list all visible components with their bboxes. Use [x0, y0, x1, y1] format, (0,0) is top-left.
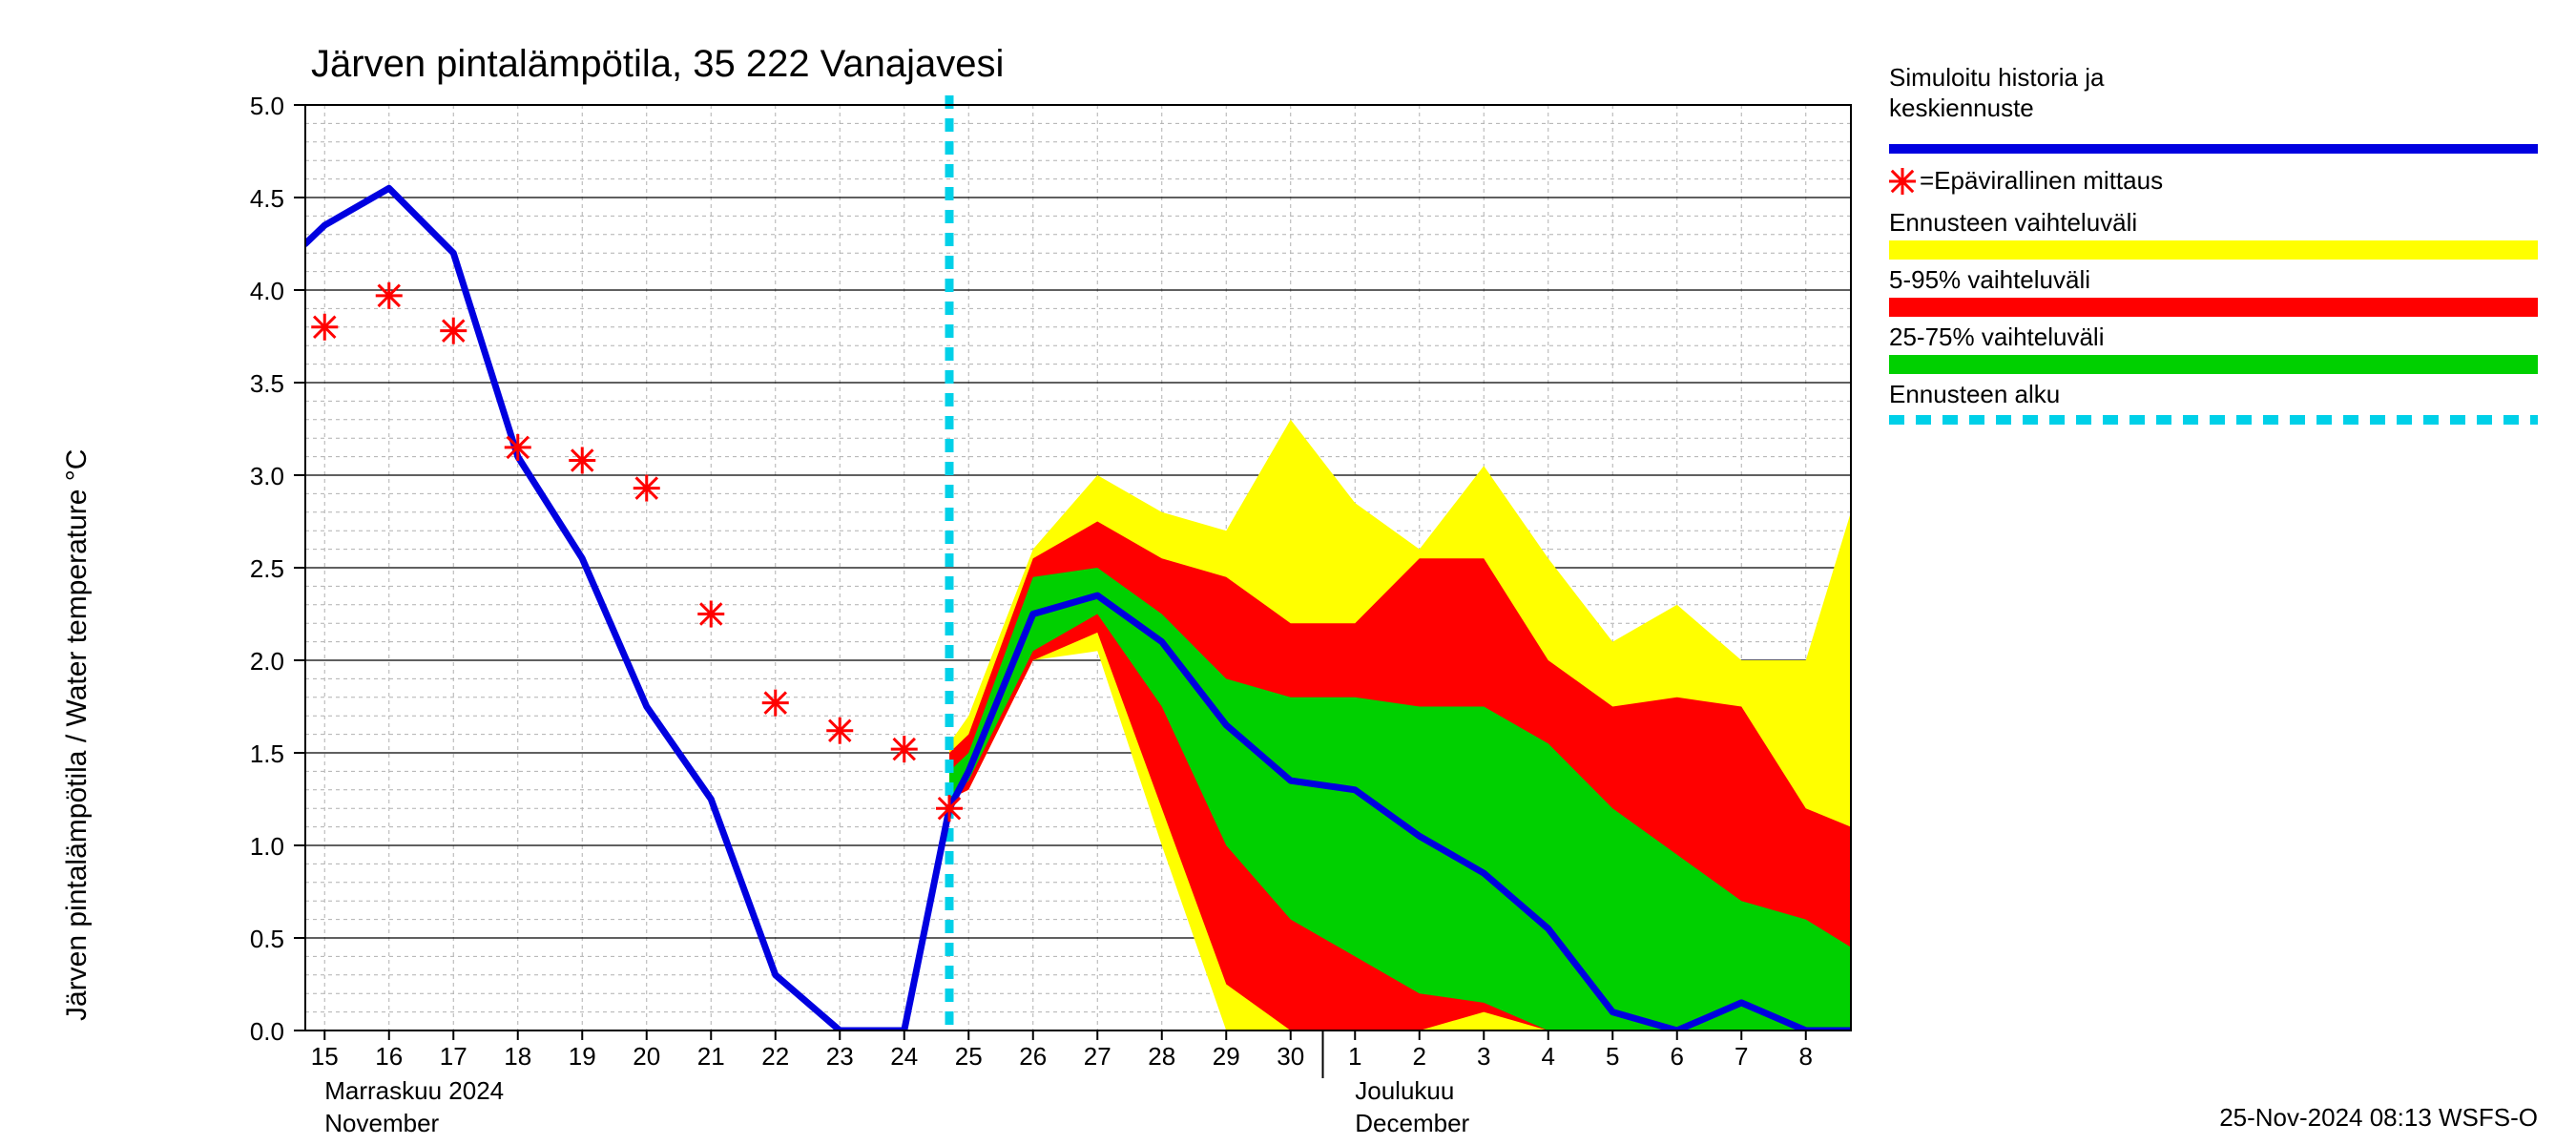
ytick-label: 1.0 [250, 832, 284, 861]
xtick-label: 30 [1277, 1042, 1304, 1071]
legend-swatch [1889, 355, 2538, 374]
xtick-label: 28 [1148, 1042, 1175, 1071]
xtick-label: 15 [311, 1042, 339, 1071]
legend-label: keskiennuste [1889, 94, 2034, 122]
xtick-label: 23 [826, 1042, 854, 1071]
xtick-label: 1 [1348, 1042, 1361, 1071]
xtick-label: 25 [955, 1042, 983, 1071]
ytick-label: 0.0 [250, 1017, 284, 1046]
month-label: Marraskuu 2024 [324, 1076, 504, 1105]
ytick-label: 0.5 [250, 925, 284, 953]
xtick-label: 2 [1413, 1042, 1426, 1071]
xtick-label: 24 [890, 1042, 918, 1071]
xtick-label: 26 [1019, 1042, 1047, 1071]
xtick-label: 7 [1735, 1042, 1748, 1071]
ytick-label: 4.0 [250, 277, 284, 305]
xtick-label: 16 [375, 1042, 403, 1071]
legend-label: =Epävirallinen mittaus [1920, 166, 2163, 195]
xtick-label: 20 [633, 1042, 660, 1071]
chart-title: Järven pintalämpötila, 35 222 Vanajavesi [311, 43, 1004, 85]
ytick-label: 3.0 [250, 462, 284, 490]
ytick-label: 5.0 [250, 92, 284, 120]
xtick-label: 4 [1542, 1042, 1555, 1071]
month-label: Joulukuu [1355, 1076, 1454, 1105]
xtick-label: 29 [1213, 1042, 1240, 1071]
month-label: November [324, 1109, 439, 1137]
legend-label: 25-75% vaihteluväli [1889, 323, 2104, 351]
xtick-label: 6 [1671, 1042, 1684, 1071]
xtick-label: 27 [1084, 1042, 1111, 1071]
timestamp: 25-Nov-2024 08:13 WSFS-O [2219, 1103, 2538, 1132]
legend-label: Simuloitu historia ja [1889, 63, 2105, 92]
ytick-label: 4.5 [250, 184, 284, 213]
y-axis-label: Järven pintalämpötila / Water temperatur… [61, 449, 93, 1021]
xtick-label: 21 [697, 1042, 725, 1071]
ytick-label: 1.5 [250, 739, 284, 768]
chart-root: 0.00.51.01.52.02.53.03.54.04.55.01516171… [0, 0, 2576, 1145]
legend-label: Ennusteen alku [1889, 380, 2060, 408]
xtick-label: 8 [1799, 1042, 1813, 1071]
ytick-label: 2.5 [250, 554, 284, 583]
xtick-label: 17 [440, 1042, 467, 1071]
xtick-label: 18 [504, 1042, 531, 1071]
ytick-label: 2.0 [250, 647, 284, 676]
xtick-label: 3 [1477, 1042, 1490, 1071]
xtick-label: 22 [761, 1042, 789, 1071]
month-label: December [1355, 1109, 1469, 1137]
legend-swatch [1889, 240, 2538, 260]
legend-swatch [1889, 298, 2538, 317]
ytick-label: 3.5 [250, 369, 284, 398]
legend-label: 5-95% vaihteluväli [1889, 265, 2090, 294]
xtick-label: 5 [1606, 1042, 1619, 1071]
xtick-label: 19 [569, 1042, 596, 1071]
legend-label: Ennusteen vaihteluväli [1889, 208, 2137, 237]
